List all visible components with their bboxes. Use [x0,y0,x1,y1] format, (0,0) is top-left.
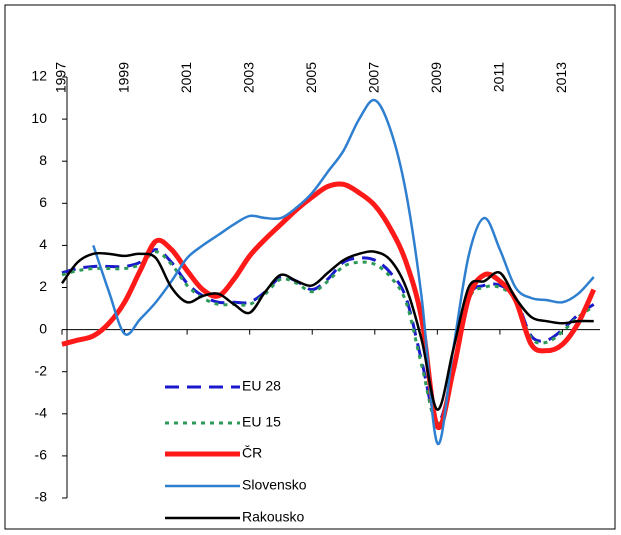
x-tick-label: 2007 [365,62,381,93]
x-tick-label: 2009 [428,62,444,93]
x-tick-label: 1999 [115,62,131,93]
series-line [92,98,595,446]
y-tick-label: -8 [35,489,48,505]
frame [4,4,616,530]
legend-label: Slovensko [242,477,307,493]
legend-label: ČR [242,445,262,461]
x-tick-label: 1997 [53,62,69,93]
x-tick-label: 2003 [240,62,256,93]
x-tick-label: 2013 [553,62,569,93]
legend-label: EU 15 [242,414,281,430]
legend-label: EU 28 [242,378,281,394]
series-line [61,250,595,426]
y-tick-label: 4 [39,236,47,252]
legend-label: Rakousko [242,509,304,525]
y-tick-label: -2 [35,362,48,378]
x-tick-label: 2011 [491,62,507,92]
y-tick-label: 6 [39,194,47,210]
series-line [61,181,597,431]
y-tick-label: -6 [35,447,48,463]
series-line [61,248,595,424]
y-tick-label: 12 [31,68,47,84]
y-tick-label: 0 [39,320,47,336]
y-tick-label: -4 [35,405,48,421]
series-line [60,250,594,411]
y-tick-label: 8 [39,152,47,168]
y-tick-label: 2 [39,278,47,294]
x-tick-label: 2001 [178,62,194,93]
y-tick-label: 10 [31,110,47,126]
x-tick-label: 2005 [303,62,319,93]
